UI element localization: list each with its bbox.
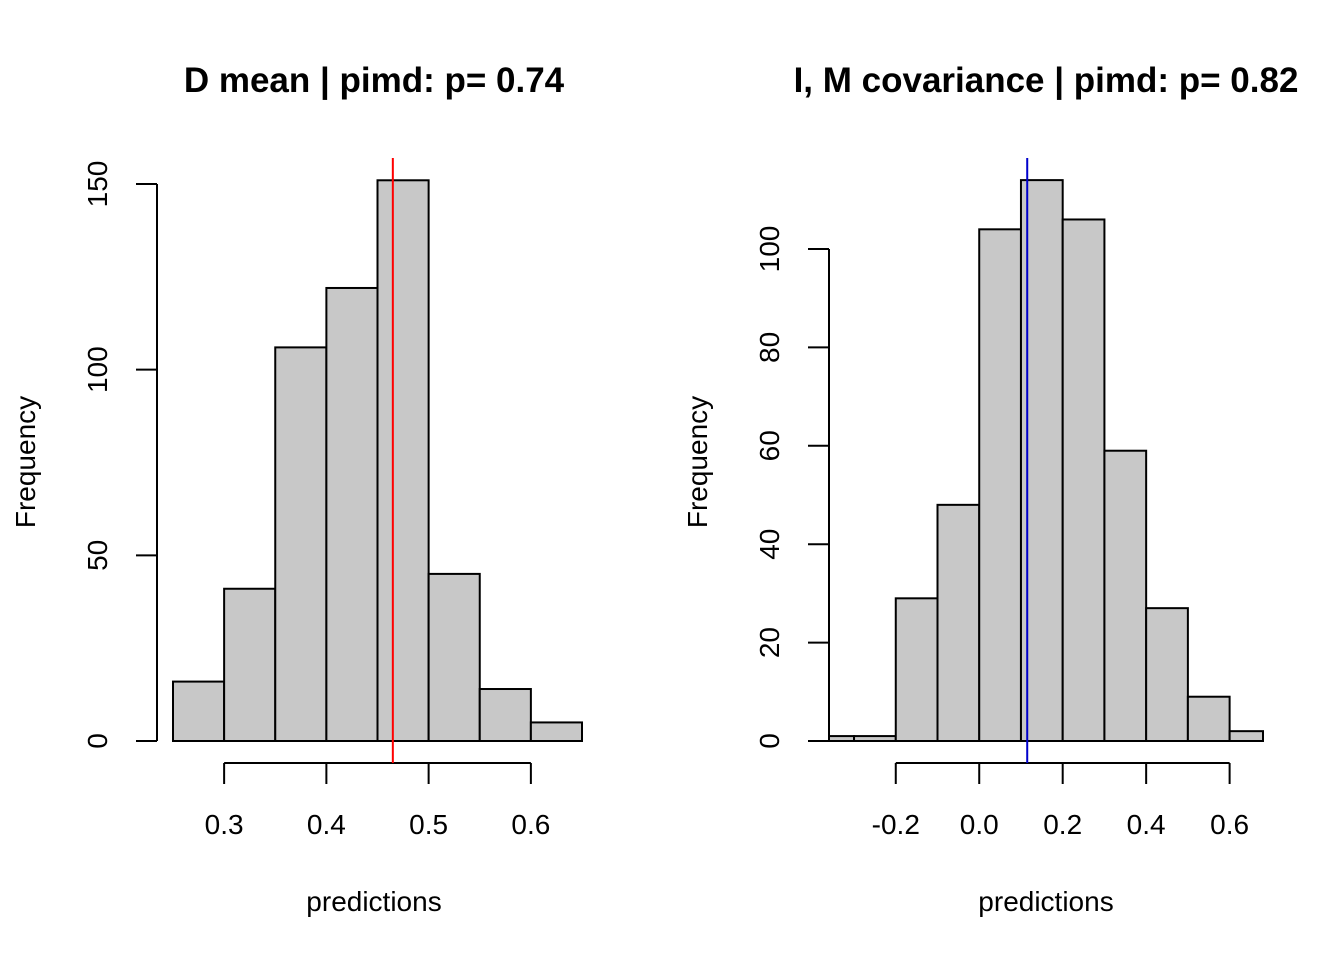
histogram-bar <box>427 572 481 743</box>
histogram-bar <box>894 597 939 742</box>
histogram-bar <box>828 735 856 743</box>
x-tick-label: -0.2 <box>872 809 920 840</box>
histogram-bar <box>1228 730 1264 742</box>
y-tick-label: 40 <box>754 529 785 560</box>
y-tick-label: 80 <box>754 332 785 363</box>
histogram-d-mean: D mean | pimd: p= 0.74 predictions Frequ… <box>10 61 583 917</box>
histogram-bar <box>1145 607 1189 742</box>
x-tick-label: 0.5 <box>409 809 448 840</box>
y-tick-label: 100 <box>754 226 785 273</box>
x-tick-label: 0.4 <box>307 809 346 840</box>
histogram-bar <box>1103 449 1148 742</box>
y-tick-label: 60 <box>754 430 785 461</box>
x-tick-label: 0.0 <box>960 809 999 840</box>
chart-title: I, M covariance | pimd: p= 0.82 <box>794 61 1299 100</box>
y-tick-label: 0 <box>754 733 785 749</box>
histogram-bar <box>529 721 583 743</box>
histogram-bar <box>936 503 981 742</box>
histogram-bar <box>853 735 897 743</box>
y-tick-label: 100 <box>82 346 113 393</box>
x-axis-label: predictions <box>306 886 441 917</box>
y-axis: 0 20 40 60 80 100 <box>754 226 830 749</box>
bars <box>828 179 1264 743</box>
histogram-bar <box>376 179 430 742</box>
x-axis: -0.2 0.0 0.2 0.4 0.6 <box>872 762 1249 840</box>
histogram-bar <box>1186 695 1231 742</box>
y-axis-label: Frequency <box>682 396 713 528</box>
histogram-bar <box>172 680 226 743</box>
x-tick-label: 0.4 <box>1127 809 1166 840</box>
histogram-bar <box>1061 218 1106 743</box>
x-axis-label: predictions <box>978 886 1113 917</box>
histogram-bar <box>325 286 379 742</box>
y-tick-label: 20 <box>754 627 785 658</box>
histogram-bar <box>223 587 277 743</box>
x-axis: 0.3 0.4 0.5 0.6 <box>205 762 550 840</box>
x-tick-label: 0.3 <box>205 809 244 840</box>
histogram-im-covariance: I, M covariance | pimd: p= 0.82 predicti… <box>682 61 1298 917</box>
y-tick-label: 50 <box>82 540 113 571</box>
y-tick-label: 0 <box>82 733 113 749</box>
histogram-bar <box>274 346 328 742</box>
x-tick-label: 0.6 <box>1210 809 1249 840</box>
y-tick-label: 150 <box>82 161 113 208</box>
x-tick-label: 0.2 <box>1043 809 1082 840</box>
histogram-bar <box>478 688 532 742</box>
histogram-bar <box>978 228 1022 742</box>
chart-title: D mean | pimd: p= 0.74 <box>184 61 565 100</box>
y-axis-label: Frequency <box>10 396 41 528</box>
bars <box>172 179 583 743</box>
x-tick-label: 0.6 <box>511 809 550 840</box>
y-axis: 0 50 100 150 <box>82 161 158 749</box>
